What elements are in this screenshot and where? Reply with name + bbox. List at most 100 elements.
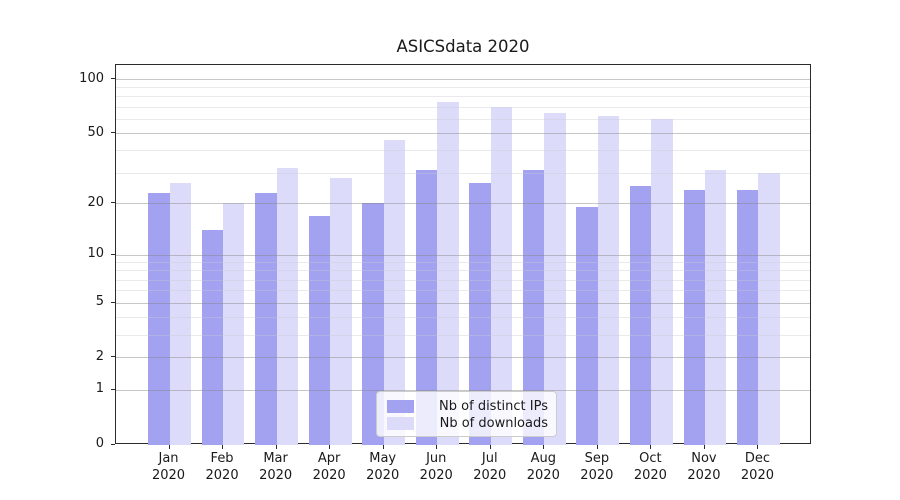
bar-nb-of-distinct-ips-dec [737,189,759,445]
x-tick-year: 2020 [473,467,507,483]
y-gridline-major-20 [116,203,810,205]
x-tick-month: Feb [210,451,234,466]
bars-layer [116,65,810,445]
x-tick-label-aug: Aug 2020 [513,451,573,484]
bar-nb-of-downloads-apr [330,177,352,445]
legend-item: Nb of downloads [387,415,548,432]
x-tick-month: Jun [426,451,447,466]
y-tick-label-100: 100 [79,70,104,86]
x-tick-label-apr: Apr 2020 [299,451,359,484]
x-tick-label-mar: Mar 2020 [246,451,306,484]
bar-nb-of-distinct-ips-jan [148,192,170,445]
x-tick-label-sep: Sep 2020 [567,451,627,484]
x-tick-label-jul: Jul 2020 [460,451,520,484]
y-tick-label-2: 2 [95,348,104,364]
y-tick-label-0: 0 [95,436,104,451]
x-tick-year: 2020 [205,467,239,483]
x-tick-month: Jan [158,451,179,466]
bar-nb-of-downloads-may [383,139,406,445]
bar-nb-of-distinct-ips-nov [683,189,705,445]
legend-label: Nb of distinct IPs [439,398,548,414]
y-tick-label-5: 5 [95,294,104,310]
x-tick-year: 2020 [366,467,400,483]
y-tick-label-20: 20 [87,194,104,210]
bar-nb-of-downloads-feb [223,203,245,445]
x-tick-month: Aug [530,451,556,466]
x-tick-month: Jul [481,451,498,466]
y-gridline-minor-40 [116,150,810,152]
x-tick-year: 2020 [740,467,774,483]
y-tick-mark-0 [111,443,115,445]
x-tick-mark-jan [168,445,170,449]
x-tick-month: Oct [639,451,662,466]
y-tick-mark-50 [111,132,115,134]
y-gridline-major-5 [116,302,810,304]
y-gridline-minor-60 [116,118,810,120]
x-tick-mark-feb [222,445,224,449]
x-tick-month: Sep [584,451,610,466]
y-tick-mark-100 [111,78,115,79]
bar-nb-of-downloads-dec [758,172,780,445]
x-tick-mark-sep [596,445,598,449]
x-tick-label-jun: Jun 2020 [406,451,466,484]
x-tick-year: 2020 [580,467,614,483]
x-tick-label-jan: Jan 2020 [139,451,199,484]
y-tick-label-1: 1 [95,381,104,397]
legend-swatch-downloads [387,417,414,430]
legend-label: Nb of downloads [439,416,548,431]
x-tick-year: 2020 [419,467,453,483]
chart-title: ASICSdata 2020 [396,37,530,56]
y-gridline-major-2 [116,357,810,359]
x-tick-month: Nov [691,451,717,466]
x-tick-label-oct: Oct 2020 [620,451,680,484]
y-gridline-minor-3 [116,334,810,336]
y-gridline-minor-8 [116,270,810,272]
y-tick-mark-10 [111,253,115,255]
x-tick-mark-dec [757,445,759,449]
bar-nb-of-distinct-ips-oct [629,186,652,445]
x-tick-year: 2020 [526,467,560,483]
bar-nb-of-distinct-ips-may [362,203,384,445]
bar-nb-of-distinct-ips-mar [255,192,277,445]
x-tick-mark-jul [489,445,491,449]
legend-swatch-distinct-ips [387,399,414,413]
x-tick-mark-jun [436,445,438,449]
y-gridline-minor-30 [116,172,810,174]
bar-nb-of-downloads-jun [437,101,459,445]
y-tick-mark-5 [111,301,115,303]
bar-nb-of-downloads-oct [651,118,673,445]
y-gridline-minor-90 [116,87,810,89]
bar-nb-of-downloads-aug [544,112,566,445]
x-tick-label-nov: Nov 2020 [674,451,734,484]
x-tick-mark-apr [329,445,331,449]
x-tick-mark-aug [543,445,545,449]
bar-nb-of-downloads-sep [597,116,620,445]
y-gridline-minor-80 [116,96,810,98]
x-tick-month: May [369,451,397,466]
bar-nb-of-distinct-ips-jul [469,183,491,445]
bar-nb-of-downloads-mar [276,167,299,445]
bar-nb-of-downloads-jan [169,183,191,445]
y-tick-label-10: 10 [87,246,104,262]
y-tick-mark-20 [111,202,115,204]
x-tick-mark-nov [703,445,705,449]
x-tick-month: Dec [744,451,771,466]
y-gridline-minor-70 [116,106,810,108]
bar-nb-of-downloads-jul [490,106,513,445]
x-tick-mark-mar [275,445,277,449]
bar-nb-of-distinct-ips-feb [201,230,224,445]
x-tick-label-dec: Dec 2020 [727,451,787,484]
x-tick-month: Mar [263,451,288,466]
y-tick-mark-2 [111,356,115,358]
grid-layer [116,65,810,443]
y-gridline-minor-4 [116,317,810,319]
bar-nb-of-downloads-nov [704,170,727,445]
x-tick-label-feb: Feb 2020 [192,451,252,484]
y-tick-mark-1 [111,388,115,390]
x-tick-label-may: May 2020 [353,451,413,484]
x-tick-month: Apr [317,451,341,466]
y-gridline-minor-7 [116,279,810,281]
legend: Nb of distinct IPs Nb of downloads [376,391,557,437]
y-tick-label-50: 50 [87,124,104,140]
